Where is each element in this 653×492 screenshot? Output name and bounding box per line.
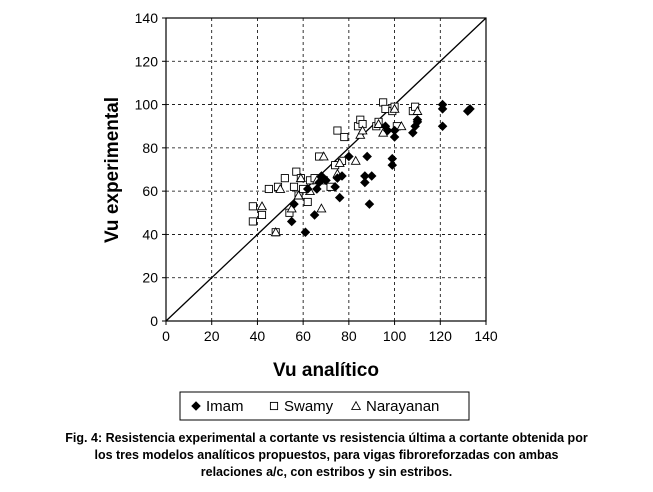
y-tick-label: 100 (135, 97, 159, 113)
data-point-imam (389, 125, 400, 136)
data-point-narayanan (334, 157, 345, 167)
caption-line-3: relaciones a/c, con estribos y sin estri… (200, 465, 453, 479)
data-point-swamy (248, 217, 257, 226)
data-point-swamy (248, 202, 257, 211)
data-point-imam (300, 227, 311, 238)
data-point-imam (437, 99, 448, 110)
data-point-narayanan (275, 183, 286, 193)
legend-marker-imam (191, 401, 201, 411)
x-tick-label: 20 (204, 328, 220, 344)
y-tick-label: 60 (142, 183, 158, 199)
data-point-imam (360, 171, 370, 181)
y-tick-label: 120 (135, 53, 159, 69)
grid-lines (166, 18, 486, 321)
data-point-imam (344, 151, 354, 162)
y-axis-ticks: 0 20 40 60 80 100 120 140 (135, 10, 166, 329)
data-point-narayanan (357, 125, 368, 135)
data-point-imam (360, 177, 370, 188)
x-tick-label: 140 (474, 328, 498, 344)
data-point-swamy (292, 167, 301, 176)
data-point-swamy (333, 126, 342, 135)
data-point-narayanan (389, 103, 400, 113)
x-tick-label: 120 (429, 328, 453, 344)
data-point-narayanan (412, 105, 423, 115)
data-point-imam (389, 132, 400, 142)
data-point-imam (337, 171, 347, 181)
data-point-imam (366, 171, 377, 181)
data-point-imam (437, 121, 448, 131)
x-tick-label: 80 (341, 328, 357, 344)
y-axis-title: Vu experimental (102, 97, 123, 243)
y-tick-label: 140 (135, 10, 159, 26)
y-tick-label: 0 (150, 313, 158, 329)
x-axis-title: Vu analítico (273, 360, 379, 381)
data-point-imam (334, 192, 345, 203)
figure-caption: Fig. 4: Resistencia experimental a corta… (0, 430, 653, 481)
data-point-narayanan (316, 203, 327, 213)
data-point-swamy (303, 197, 312, 207)
data-point-swamy (381, 104, 390, 113)
data-point-narayanan (270, 227, 281, 237)
data-point-swamy (289, 182, 299, 191)
data-point-imam (314, 177, 324, 188)
x-axis-ticks: 0 20 40 60 80 100 120 140 (162, 321, 498, 344)
x-tick-label: 100 (383, 328, 407, 344)
data-point-imam (364, 199, 375, 209)
x-tick-label: 0 (162, 328, 170, 344)
data-points (248, 98, 475, 238)
data-point-imam (286, 216, 297, 227)
data-point-imam (321, 175, 331, 186)
legend-label-swamy: Swamy (284, 398, 334, 415)
data-point-narayanan (293, 190, 304, 200)
data-point-narayanan (396, 120, 407, 131)
legend-marker-swamy (269, 401, 279, 411)
caption-line-2: los tres modelos analíticos propuestos, … (94, 448, 559, 462)
data-point-imam (302, 184, 313, 194)
legend: Imam Swamy Narayanan (179, 391, 470, 421)
data-point-narayanan (373, 118, 384, 128)
data-point-swamy (340, 132, 349, 142)
data-point-narayanan (318, 151, 329, 161)
data-point-narayanan (355, 129, 366, 139)
data-point-imam (309, 210, 320, 220)
data-point-imam (330, 182, 340, 192)
data-point-imam (387, 160, 398, 170)
legend-label-narayanan: Narayanan (366, 398, 439, 415)
data-point-swamy (264, 184, 273, 194)
data-point-imam (362, 151, 372, 162)
y-tick-label: 40 (142, 226, 158, 242)
caption-line-1: Fig. 4: Resistencia experimental a corta… (65, 431, 588, 445)
data-point-imam (465, 104, 475, 114)
legend-label-imam: Imam (206, 398, 244, 415)
data-point-imam (289, 199, 299, 209)
x-tick-label: 60 (295, 328, 311, 344)
reference-line (165, 17, 487, 322)
data-point-narayanan (256, 201, 268, 211)
y-tick-label: 20 (142, 270, 158, 286)
legend-marker-narayanan (350, 400, 362, 410)
x-tick-label: 40 (250, 328, 266, 344)
data-point-swamy (257, 210, 267, 220)
data-point-narayanan (350, 155, 361, 165)
plot-area-frame (165, 17, 487, 322)
series-imam (286, 99, 475, 238)
series-narayanan (256, 103, 423, 237)
scatter-chart: 0 20 40 60 80 100 120 140 0 20 40 60 80 100 120 140 Vu… (102, 10, 498, 421)
data-point-imam (412, 114, 423, 125)
data-point-narayanan (295, 172, 306, 183)
legend-box (179, 391, 470, 421)
data-point-imam (382, 125, 393, 136)
y-tick-label: 80 (142, 140, 158, 156)
data-point-swamy (280, 174, 289, 183)
